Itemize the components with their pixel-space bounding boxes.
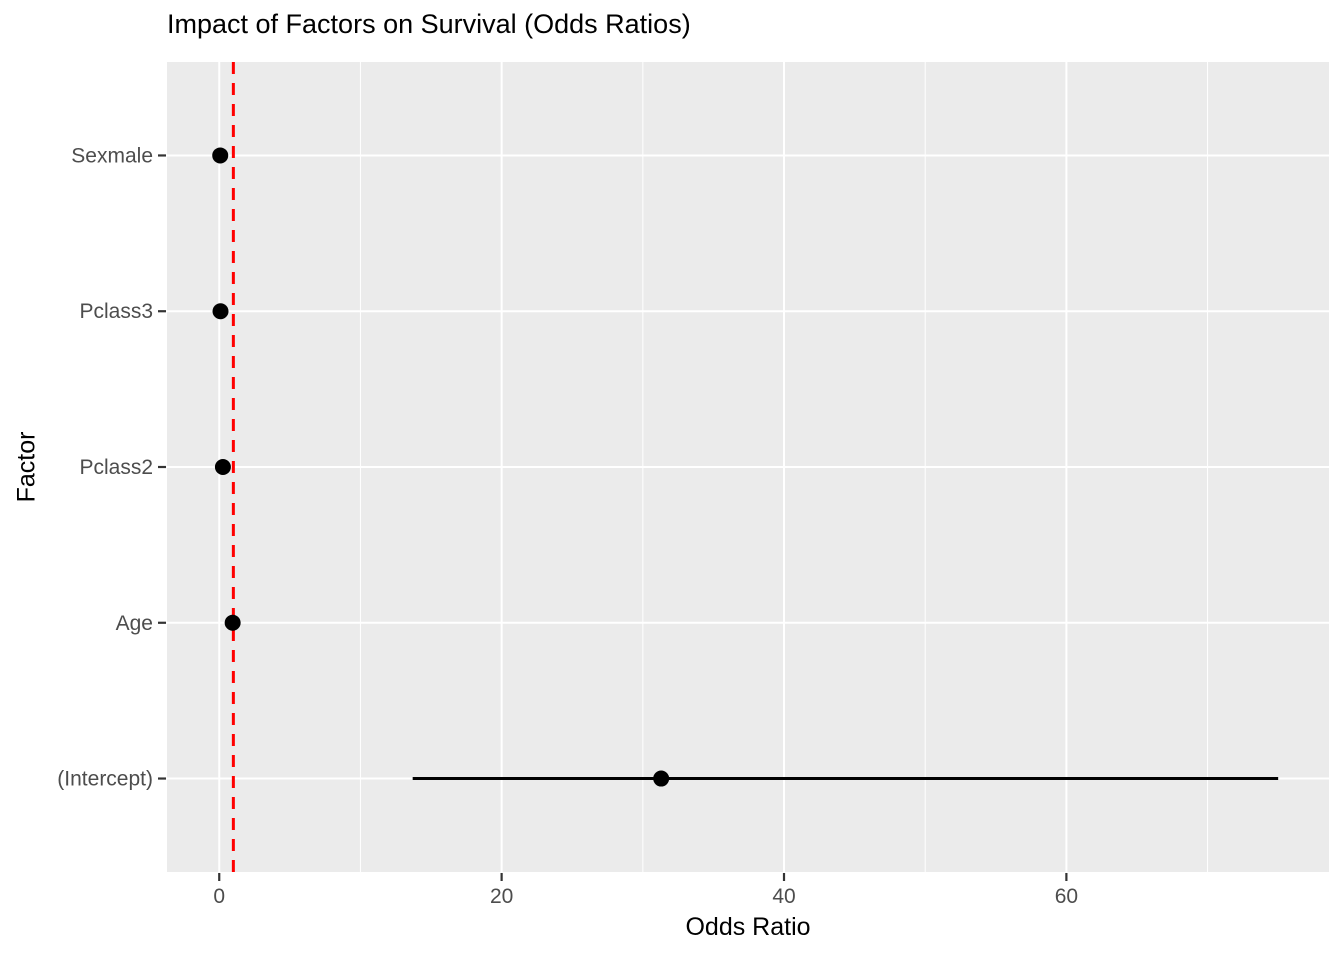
data-point-pclass3 (212, 303, 229, 320)
y-tick-label: Pclass2 (79, 456, 153, 479)
data-point-age (224, 614, 241, 631)
y-tick-label: Sexmale (71, 144, 153, 167)
y-tick-label: (Intercept) (57, 768, 153, 791)
data-point-intercept (653, 770, 670, 787)
y-tick-label: Age (116, 612, 153, 635)
data-point-pclass2 (214, 459, 231, 475)
y-tick-label: Pclass3 (79, 300, 153, 323)
chart-title: Impact of Factors on Survival (Odds Rati… (167, 9, 691, 39)
x-axis-title: Odds Ratio (685, 913, 811, 941)
x-tick-label: 40 (772, 885, 795, 908)
x-tick-label: 20 (490, 885, 513, 908)
data-point-sexmale (212, 147, 229, 164)
x-tick-label: 60 (1055, 885, 1078, 908)
x-tick-label: 0 (213, 885, 225, 908)
